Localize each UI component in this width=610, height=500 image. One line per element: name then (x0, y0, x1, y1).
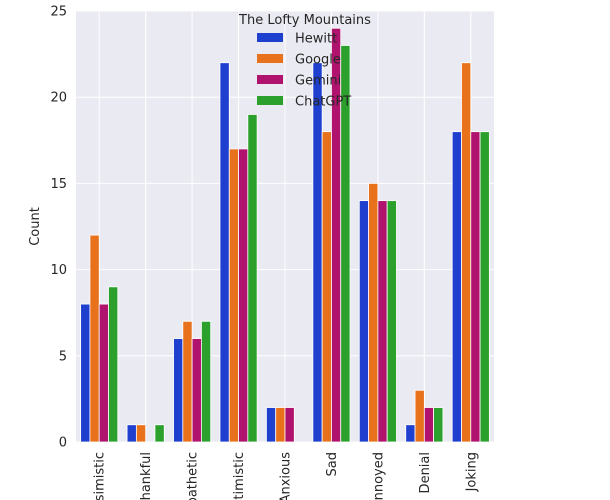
bars (80, 27, 490, 443)
bar-chatgpt-sad (340, 45, 351, 443)
legend-label-hewitt: Hewitt (295, 32, 337, 47)
x-tick-label: Annoyed (371, 452, 386, 500)
bar-hewitt-sad (312, 62, 323, 443)
bar-hewitt-apathetic (173, 338, 184, 443)
bar-chatgpt-optimistic (247, 114, 258, 443)
bar-chatgpt-denial (433, 407, 444, 443)
x-tick-label: Thankful (139, 452, 154, 500)
x-tick-label: Pessimistic (93, 452, 108, 500)
bar-gemini-sad (331, 27, 342, 443)
bar-gemini-anxious (284, 407, 295, 443)
bar-gemini-pessimistic (98, 303, 109, 443)
bar-chatgpt-annoyed (386, 200, 397, 443)
y-tick-label: 25 (50, 5, 67, 20)
bar-hewitt-annoyed (358, 200, 369, 443)
x-tick-label: Optimistic (232, 452, 247, 500)
bar-google-thankful (135, 424, 147, 443)
legend-label-google: Google (295, 53, 341, 68)
x-tick-label: Apathetic (186, 452, 201, 500)
x-tick-label: Anxious (279, 452, 294, 500)
bar-hewitt-optimistic (219, 62, 230, 443)
y-axis-label: Count (28, 207, 43, 246)
y-tick-label: 15 (50, 177, 67, 192)
legend-swatch-chatgpt (257, 96, 283, 105)
bar-chatgpt-thankful (154, 424, 165, 443)
bar-chatgpt-pessimistic (108, 286, 119, 443)
bar-hewitt-pessimistic (80, 303, 91, 443)
y-tick-label: 20 (50, 91, 67, 106)
legend-title: The Lofty Mountains (238, 13, 371, 28)
bar-google-joking (461, 62, 472, 443)
legend-label-gemini: Gemini (295, 74, 341, 89)
bar-google-anxious (275, 407, 286, 443)
bar-hewitt-anxious (266, 407, 277, 443)
x-tick-label: Sad (325, 452, 340, 476)
y-tick-label: 0 (59, 436, 67, 451)
x-axis-ticks: Pessimistic Thankful Apathetic Optimistic An… (93, 452, 480, 500)
y-tick-label: 10 (50, 263, 67, 278)
x-tick-label: Joking (464, 452, 479, 492)
bar-gemini-optimistic (238, 148, 249, 443)
bar-hewitt-thankful (126, 424, 137, 443)
bar-gemini-denial (423, 407, 435, 443)
bar-gemini-annoyed (377, 200, 388, 443)
x-tick-label: Denial (418, 452, 433, 493)
bar-google-apathetic (182, 320, 193, 443)
bar-google-annoyed (368, 182, 379, 443)
bar-google-optimistic (228, 148, 239, 443)
legend-swatch-gemini (257, 75, 283, 84)
legend-swatch-google (257, 54, 283, 63)
legend: The Lofty Mountains Hewitt Google Gemini Ch… (238, 13, 371, 110)
bar-google-denial (414, 389, 425, 443)
legend-label-chatgpt: ChatGPT (295, 95, 351, 110)
legend-swatch-hewitt (257, 33, 283, 42)
bar-hewitt-denial (405, 424, 416, 443)
y-tick-label: 5 (59, 349, 67, 364)
bar-hewitt-joking (451, 131, 462, 443)
bar-google-sad (321, 131, 332, 443)
bar-gemini-apathetic (191, 338, 202, 443)
bar-gemini-joking (470, 131, 481, 443)
bar-chatgpt-joking (479, 131, 490, 443)
bar-chatgpt-apathetic (200, 320, 212, 443)
bar-google-pessimistic (89, 234, 100, 443)
y-axis-ticks: 0 5 10 15 20 25 (50, 5, 67, 451)
